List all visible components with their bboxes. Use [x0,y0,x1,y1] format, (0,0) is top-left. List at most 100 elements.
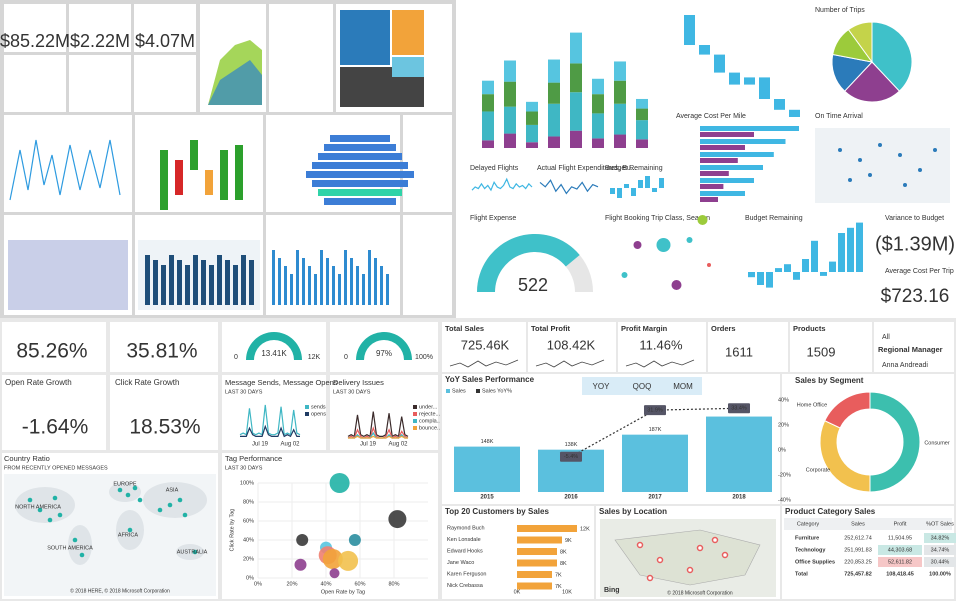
decor-bar [161,265,166,305]
bar [631,188,636,196]
cell-highlight [924,545,956,555]
bar [700,184,724,189]
waterfall-bar [774,99,785,110]
decor-bar [177,260,182,305]
map-dot [898,153,902,157]
panel-title: Budget Remaining [605,165,663,172]
map-dot [646,574,654,582]
bar-segment [636,120,648,140]
bar [610,188,615,194]
bar [748,272,755,278]
kpi-value: ($1.39M) [875,233,955,255]
map-dot [117,487,123,493]
table-header-cell: %OT Sales [926,521,954,527]
bubble [338,550,359,571]
bar [517,559,557,567]
pie-slice [843,61,901,103]
y-tick-label: 0% [246,575,254,581]
x-tick-label: Aug 02 [388,442,408,448]
table-header-cell: Category [797,521,820,527]
map-credit: © 2018 Microsoft Corporation [667,589,733,596]
panel-title: Number of Trips [815,7,865,14]
panel-subtitle: LAST 30 DAYS [225,389,263,395]
label-box [728,403,750,414]
category-label: Raymond Buch [447,525,485,531]
toggle-button[interactable]: YOY [593,382,611,391]
series-line [239,404,301,436]
legend-label: Sales [452,388,466,394]
series-line [240,424,300,438]
table-header-cell: Profit [894,521,907,527]
tile [2,375,106,450]
legend-label: sends [311,404,326,410]
land-outline [614,529,761,586]
tile [330,322,438,372]
bubble [329,473,350,493]
toggle-button[interactable]: QOQ [633,382,652,391]
cell-highlight [924,533,956,543]
bar-segment [592,94,604,114]
bar-segment [482,140,494,148]
decor-bar [193,255,198,305]
decor-block [392,10,424,55]
decor-bar [338,274,341,305]
legend-label: bounce... [419,425,442,431]
decor-bar [190,140,198,170]
bar [700,145,745,150]
decor-bar [290,274,293,305]
bar [652,188,657,192]
bar-segment [592,78,604,95]
map-dot [125,492,131,498]
decor-bar [302,258,305,305]
map-dot [838,148,842,152]
pie-label: Home Office [797,402,827,408]
tile [134,55,196,112]
decor-funnel [318,189,402,196]
panel-title: Country Ratio [4,454,50,463]
panel-title: Variance to Budget [885,215,944,222]
panel-subtitle: LAST 30 DAYS [225,465,263,471]
decor-block [340,10,390,65]
kpi-title: Total Profit [531,324,571,333]
tile [222,453,438,599]
bubble [671,280,682,290]
bar [793,272,800,280]
map-dot [868,173,872,177]
bar-label: 8K [560,561,567,567]
map-dot [72,537,78,543]
decor-bar [153,260,158,305]
panel-subtitle: LAST 30 DAYS [333,389,371,395]
series-line [471,177,533,192]
map-dot [27,497,33,503]
decor-funnel [306,171,414,178]
bar-label: 9K [565,538,572,544]
pie-slice [847,21,873,64]
gauge-value: 522 [518,275,548,295]
toggle-button[interactable]: MOM [673,382,693,391]
y2-tick-label: 40% [778,397,789,403]
decor-funnel [312,180,408,187]
bar [775,268,782,272]
bar-segment [614,80,626,104]
map-dot [182,512,188,518]
bar-segment [526,101,538,112]
map-dot [711,536,719,544]
bar-segment [614,61,626,81]
kpi-value: $85.22M [0,31,70,51]
decor-bar [272,250,275,305]
bubble [388,510,407,529]
panel-title: Flight Booking Trip Class, Season [605,215,710,222]
map-dot [127,527,133,533]
map-dot [137,497,143,503]
map-dot [192,549,198,555]
map-credit: © 2018 HERE, © 2018 Microsoft Corporatio… [70,587,170,594]
sparkline [625,359,695,368]
map-dot [57,512,63,518]
table-cell: Total [795,571,808,577]
table-cell: 30.44% [931,559,950,565]
map-label: ASIA [166,487,179,493]
bar [638,180,643,188]
bar-segment [482,111,494,141]
map-logo: Bing [604,587,620,594]
bar [700,152,774,157]
